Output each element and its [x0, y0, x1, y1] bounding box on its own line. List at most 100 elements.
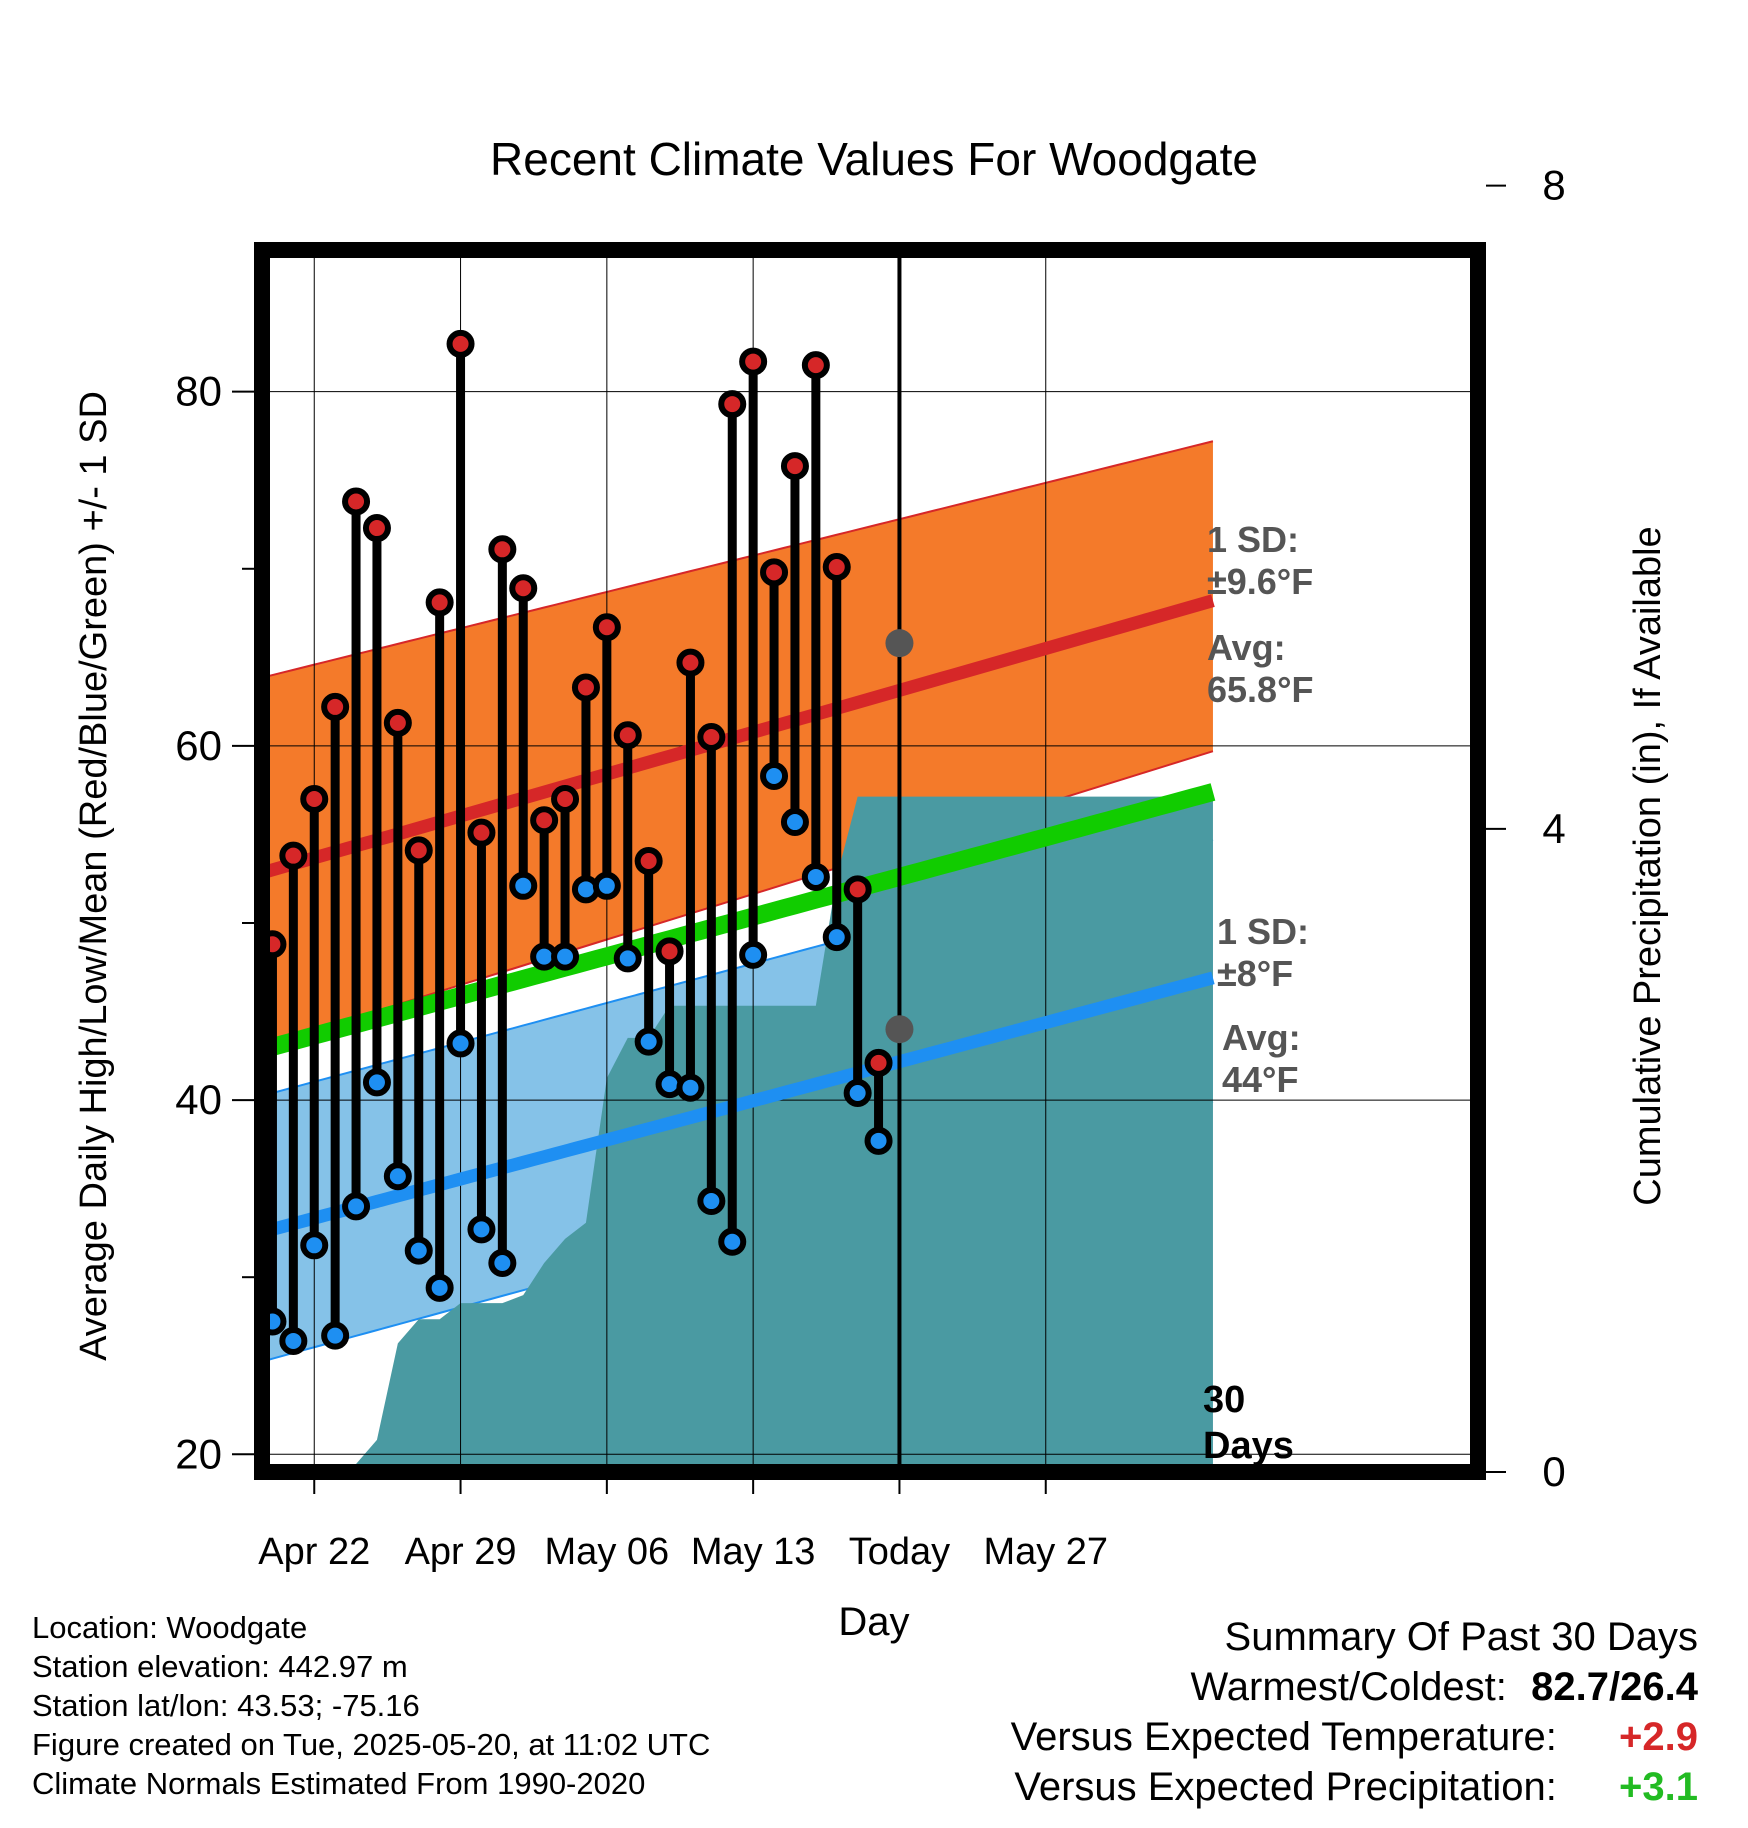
daily-low-point: [321, 1321, 350, 1350]
daily-high-point: [279, 841, 308, 870]
daily-high-point: [342, 487, 371, 516]
daily-low-point: [488, 1249, 517, 1278]
x-tick-label: Today: [849, 1531, 950, 1573]
x-tick-label: Apr 22: [258, 1531, 370, 1573]
daily-high-point: [864, 1048, 893, 1077]
daily-low-point: [739, 940, 768, 969]
daily-high-point: [509, 574, 538, 603]
created-text: Figure created on Tue, 2025-05-20, at 11…: [32, 1727, 711, 1762]
daily-low-point: [592, 871, 621, 900]
daily-high-point: [362, 514, 391, 543]
latlon-text: Station lat/lon: 43.53; -75.16: [32, 1688, 420, 1723]
avg-high-line: [262, 594, 1215, 880]
plot-frame: [254, 242, 1486, 1480]
daily-low-point: [425, 1273, 454, 1302]
x-tick-label: May 27: [983, 1531, 1108, 1573]
days-label-2: Days: [1203, 1425, 1294, 1467]
station-info: Location: Woodgate Station elevation: 44…: [32, 1608, 710, 1803]
plot-area: [262, 250, 1478, 1472]
elevation-text: Station elevation: 442.97 m: [32, 1649, 408, 1684]
daily-low-point: [509, 871, 538, 900]
daily-high-point: [739, 347, 768, 376]
daily-high-point: [676, 648, 705, 677]
days-label-1: 30: [1203, 1379, 1245, 1421]
daily-high-point: [760, 558, 789, 587]
daily-low-point: [342, 1192, 371, 1221]
y2-axis-label: Cumulative Precipitation (in), If Availa…: [1627, 526, 1669, 1205]
daily-low-point: [467, 1215, 496, 1244]
precip-label: Versus Expected Precipitation:: [1014, 1765, 1557, 1809]
location-text: Location: Woodgate: [32, 1610, 308, 1645]
x-tick-label: May 06: [545, 1531, 670, 1573]
daily-low-point: [634, 1027, 663, 1056]
high-avg-label-1: Avg:: [1207, 627, 1286, 668]
y2-tick-label: 0: [1542, 1448, 1565, 1495]
temp-row: Versus Expected Temperature: +2.9: [1011, 1712, 1698, 1762]
daily-high-point: [697, 723, 726, 752]
y2-tick-label: 8: [1542, 162, 1565, 209]
high-sd-label-2: ±9.6°F: [1207, 561, 1313, 602]
daily-high-point: [613, 721, 642, 750]
low-avg-label-1: Avg:: [1222, 1017, 1301, 1058]
daily-low-point: [362, 1068, 391, 1097]
daily-high-point: [446, 329, 475, 358]
daily-low-point: [551, 942, 580, 971]
daily-high-point: [404, 836, 433, 865]
daily-high-point: [780, 452, 809, 481]
daily-low-point: [801, 862, 830, 891]
low-avg-label-2: 44°F: [1222, 1059, 1298, 1100]
daily-high-point: [801, 351, 830, 380]
x-tick-label: May 13: [691, 1531, 816, 1573]
warmest-row: Warmest/Coldest: 82.7/26.4: [1011, 1662, 1699, 1712]
daily-low-point: [383, 1162, 412, 1191]
high-avg-label-2: 65.8°F: [1207, 669, 1313, 710]
daily-high-point: [571, 673, 600, 702]
y-axis-label: Average Daily High/Low/Mean (Red/Blue/Gr…: [73, 391, 115, 1361]
daily-high-point: [383, 708, 412, 737]
daily-low-point: [613, 944, 642, 973]
daily-low-point: [864, 1126, 893, 1155]
normals-text: Climate Normals Estimated From 1990-2020: [32, 1766, 646, 1801]
daily-high-point: [425, 588, 454, 617]
daily-high-point: [592, 613, 621, 642]
precip-row: Versus Expected Precipitation: +3.1: [1011, 1762, 1698, 1812]
high-sd-upper-line: [262, 440, 1214, 679]
chart-title: Recent Climate Values For Woodgate: [490, 133, 1258, 185]
warmest-label: Warmest/Coldest:: [1190, 1665, 1507, 1709]
y-tick-label: 60: [175, 722, 222, 769]
daily-high-point: [551, 785, 580, 814]
precip-area: [262, 796, 1213, 1472]
low-sd-label-2: ±8°F: [1217, 953, 1293, 994]
y2-tick-label: 4: [1542, 805, 1565, 852]
daily-low-point: [822, 923, 851, 952]
daily-high-point: [634, 847, 663, 875]
daily-low-point: [676, 1073, 705, 1102]
daily-high-point: [467, 818, 496, 847]
temp-label: Versus Expected Temperature:: [1010, 1715, 1557, 1759]
today-avg-high-marker: [885, 629, 914, 658]
x-tick-label: Apr 29: [405, 1531, 517, 1573]
low-sd-label-1: 1 SD:: [1217, 911, 1309, 952]
daily-low-point: [279, 1326, 308, 1355]
daily-low-point: [300, 1231, 329, 1260]
daily-high-point: [488, 535, 517, 564]
daily-low-point: [718, 1227, 747, 1256]
daily-low-point: [760, 761, 789, 790]
summary-panel: Summary Of Past 30 Days Warmest/Coldest:…: [1011, 1612, 1698, 1812]
daily-high-point: [530, 806, 559, 835]
today-avg-low-marker: [885, 1015, 914, 1044]
daily-low-point: [697, 1187, 726, 1216]
y-tick-label: 40: [175, 1076, 222, 1123]
temp-value: +2.9: [1619, 1715, 1698, 1759]
y-tick-label: 20: [175, 1430, 222, 1477]
daily-high-point: [321, 692, 350, 721]
daily-high-point: [843, 875, 872, 904]
daily-low-point: [446, 1029, 475, 1058]
warmest-value: 82.7/26.4: [1531, 1665, 1698, 1709]
high-sd-label-1: 1 SD:: [1207, 519, 1299, 560]
precip-value: +3.1: [1619, 1765, 1698, 1809]
x-axis-label: Day: [838, 1600, 909, 1644]
daily-low-point: [843, 1079, 872, 1108]
daily-high-point: [822, 553, 851, 582]
